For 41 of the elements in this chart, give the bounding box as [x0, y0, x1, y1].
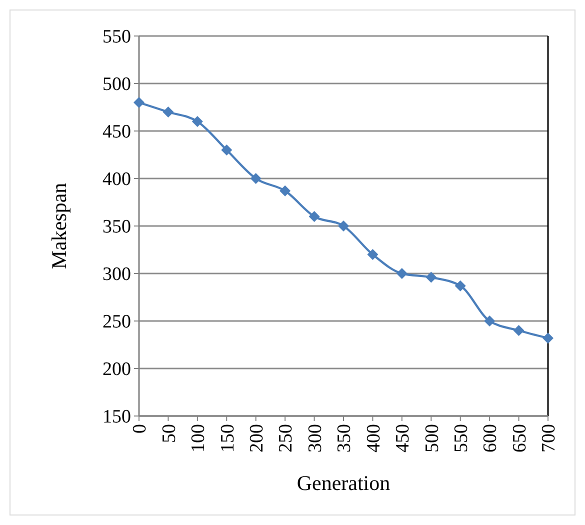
point	[396, 268, 408, 279]
x-tick-label: 450	[392, 424, 414, 452]
x-tick-label: 0	[130, 424, 151, 434]
point	[134, 97, 144, 108]
y-tick-label: 550	[102, 26, 131, 48]
x-tick-label: 350	[334, 424, 356, 452]
point	[513, 325, 524, 336]
point	[426, 272, 437, 283]
x-tick-label: 650	[509, 424, 530, 452]
x-tick-label: 150	[217, 424, 238, 452]
x-tick-label: 300	[304, 424, 326, 452]
y-tick-label: 500	[102, 74, 131, 96]
point	[308, 211, 320, 222]
point	[162, 106, 174, 118]
point	[338, 220, 349, 232]
y-axis-title: Makespan	[47, 182, 71, 270]
y-tick-label: 450	[102, 122, 131, 143]
x-tick-label: 700	[538, 424, 560, 452]
x-tick-label: 400	[363, 424, 384, 452]
y-tick-label: 350	[102, 216, 131, 238]
x-axis-title: Generation	[296, 471, 391, 495]
x-tick-label: 100	[188, 424, 210, 452]
x-tick-label: 550	[451, 424, 472, 452]
point	[250, 173, 262, 184]
point	[454, 280, 466, 292]
y-tick-label: 400	[102, 169, 131, 190]
point	[221, 144, 232, 156]
point	[192, 116, 203, 127]
x-tick-label: 200	[246, 424, 268, 452]
y-tick-label: 150	[102, 406, 131, 428]
x-tick-label: 50	[158, 424, 180, 443]
y-tick-label: 200	[102, 359, 131, 380]
point	[484, 316, 496, 326]
point	[367, 249, 378, 260]
point	[542, 332, 554, 344]
point	[280, 185, 291, 196]
x-tick-label: 250	[276, 424, 297, 452]
y-tick-label: 250	[102, 312, 131, 333]
x-tick-label: 600	[480, 424, 502, 452]
y-tick-label: 300	[102, 264, 131, 286]
x-tick-label: 500	[422, 424, 443, 452]
